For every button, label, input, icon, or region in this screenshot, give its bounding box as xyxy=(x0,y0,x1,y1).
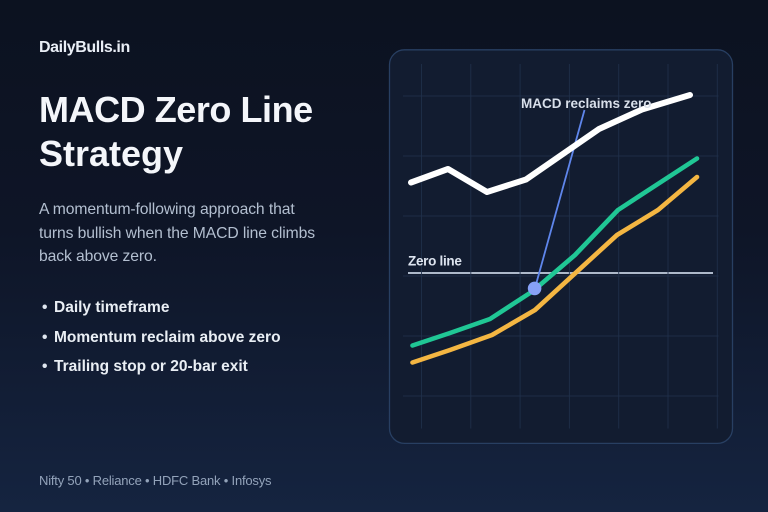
svg-text:Zero line: Zero line xyxy=(408,254,462,269)
svg-text:MACD reclaims zero: MACD reclaims zero xyxy=(521,96,652,111)
